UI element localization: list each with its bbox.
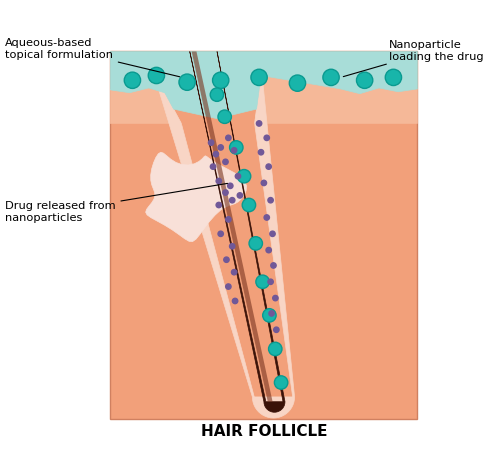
Text: Aqueous-based
topical formulation: Aqueous-based topical formulation bbox=[5, 38, 180, 78]
Circle shape bbox=[268, 198, 274, 203]
Circle shape bbox=[230, 141, 243, 155]
Circle shape bbox=[356, 73, 373, 89]
Circle shape bbox=[256, 122, 262, 127]
Circle shape bbox=[228, 184, 233, 189]
Circle shape bbox=[224, 257, 229, 263]
Circle shape bbox=[230, 244, 235, 249]
Circle shape bbox=[226, 284, 231, 290]
Polygon shape bbox=[146, 153, 246, 242]
Polygon shape bbox=[110, 76, 187, 124]
Polygon shape bbox=[153, 72, 294, 418]
Circle shape bbox=[264, 215, 270, 221]
Circle shape bbox=[212, 73, 229, 89]
Circle shape bbox=[258, 150, 264, 156]
Circle shape bbox=[208, 140, 214, 146]
Circle shape bbox=[238, 170, 251, 184]
Circle shape bbox=[216, 179, 222, 185]
Circle shape bbox=[268, 342, 282, 356]
Circle shape bbox=[242, 199, 256, 212]
Circle shape bbox=[271, 263, 276, 269]
Circle shape bbox=[272, 296, 278, 301]
Circle shape bbox=[256, 275, 270, 289]
Text: HAIR FOLLICLE: HAIR FOLLICLE bbox=[200, 423, 327, 438]
Circle shape bbox=[232, 270, 237, 275]
Polygon shape bbox=[110, 52, 418, 419]
Circle shape bbox=[269, 311, 274, 316]
Polygon shape bbox=[190, 52, 285, 412]
Circle shape bbox=[290, 76, 306, 92]
Circle shape bbox=[148, 68, 164, 84]
Polygon shape bbox=[254, 76, 418, 124]
Circle shape bbox=[226, 136, 231, 141]
Text: Drug released from
nanoparticles: Drug released from nanoparticles bbox=[5, 184, 228, 222]
Circle shape bbox=[264, 136, 270, 141]
Circle shape bbox=[226, 217, 231, 223]
Circle shape bbox=[249, 237, 262, 251]
Polygon shape bbox=[192, 52, 272, 402]
Circle shape bbox=[251, 70, 267, 86]
Circle shape bbox=[261, 181, 266, 186]
Circle shape bbox=[218, 232, 224, 237]
Text: Nanoparticle
loading the drug: Nanoparticle loading the drug bbox=[344, 40, 483, 78]
Circle shape bbox=[266, 165, 272, 170]
Circle shape bbox=[274, 376, 288, 389]
Circle shape bbox=[210, 89, 224, 102]
Circle shape bbox=[266, 248, 272, 253]
Circle shape bbox=[232, 299, 238, 304]
Circle shape bbox=[230, 198, 235, 203]
Circle shape bbox=[386, 70, 402, 86]
Circle shape bbox=[223, 160, 228, 165]
Circle shape bbox=[236, 174, 240, 179]
Circle shape bbox=[274, 327, 279, 333]
Circle shape bbox=[210, 165, 216, 170]
Circle shape bbox=[179, 75, 196, 91]
Circle shape bbox=[216, 203, 222, 208]
Polygon shape bbox=[110, 52, 418, 119]
Circle shape bbox=[323, 70, 339, 86]
Circle shape bbox=[262, 309, 276, 322]
Circle shape bbox=[218, 111, 232, 124]
Circle shape bbox=[232, 148, 237, 154]
Circle shape bbox=[268, 280, 274, 285]
Circle shape bbox=[223, 190, 228, 196]
Circle shape bbox=[213, 152, 218, 157]
Circle shape bbox=[124, 73, 140, 89]
Circle shape bbox=[237, 193, 242, 199]
Circle shape bbox=[270, 232, 275, 237]
Circle shape bbox=[218, 146, 224, 151]
